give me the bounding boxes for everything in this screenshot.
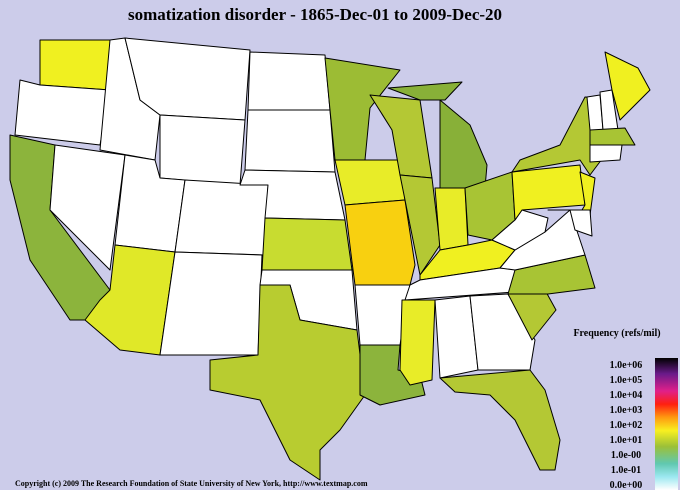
legend-title: Frequency (refs/mil) <box>573 328 660 339</box>
state <box>49 144 126 271</box>
state <box>261 217 353 271</box>
state <box>244 109 336 173</box>
legend-label: 1.0e+01 <box>610 435 643 446</box>
state <box>14 79 111 146</box>
state <box>511 164 586 221</box>
legend-label: 1.0e+02 <box>610 420 643 431</box>
legend-label: 1.0e+03 <box>610 405 643 416</box>
legend-label: 1.0e+05 <box>610 375 643 386</box>
legend-label: 1.0e+04 <box>610 390 643 401</box>
color-scale <box>655 358 678 490</box>
legend-label: 1.0e+06 <box>610 360 643 371</box>
copyright: Copyright (c) 2009 The Research Foundati… <box>15 479 368 488</box>
legend-labels: 1.0e+06 1.0e+05 1.0e+04 1.0e+03 1.0e+02 1.0e+… <box>610 360 643 490</box>
state <box>159 251 263 356</box>
state <box>399 299 436 386</box>
state <box>387 81 463 101</box>
state <box>359 344 426 406</box>
legend-label: 1.0e-00 <box>611 450 641 461</box>
state <box>547 209 593 237</box>
state <box>434 187 469 251</box>
map-title: somatization disorder - 1865-Dec-01 to 2… <box>128 5 502 24</box>
state <box>174 179 269 256</box>
state <box>209 284 366 481</box>
state <box>159 114 246 186</box>
legend-label: 0.0e+00 <box>610 480 643 490</box>
state <box>439 369 561 471</box>
us-map <box>9 37 651 481</box>
state <box>589 127 636 146</box>
state <box>439 99 488 189</box>
state <box>604 51 651 121</box>
state <box>399 174 441 276</box>
state <box>589 144 623 163</box>
state <box>344 199 416 286</box>
state <box>247 51 331 111</box>
state <box>334 159 406 206</box>
state <box>39 39 111 91</box>
legend-label: 1.0e-01 <box>611 465 641 476</box>
